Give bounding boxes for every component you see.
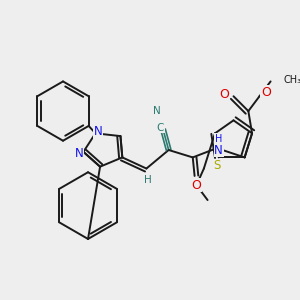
Text: O: O [191,179,201,192]
Text: H: H [144,175,152,185]
Text: C: C [157,123,164,133]
Text: O: O [261,86,271,99]
Text: N: N [94,125,103,138]
Text: CH₃: CH₃ [284,76,300,85]
Text: N: N [153,106,160,116]
Text: S: S [213,159,220,172]
Text: N: N [214,143,223,157]
Text: H: H [215,134,222,144]
Text: N: N [74,147,83,160]
Text: O: O [219,88,229,101]
